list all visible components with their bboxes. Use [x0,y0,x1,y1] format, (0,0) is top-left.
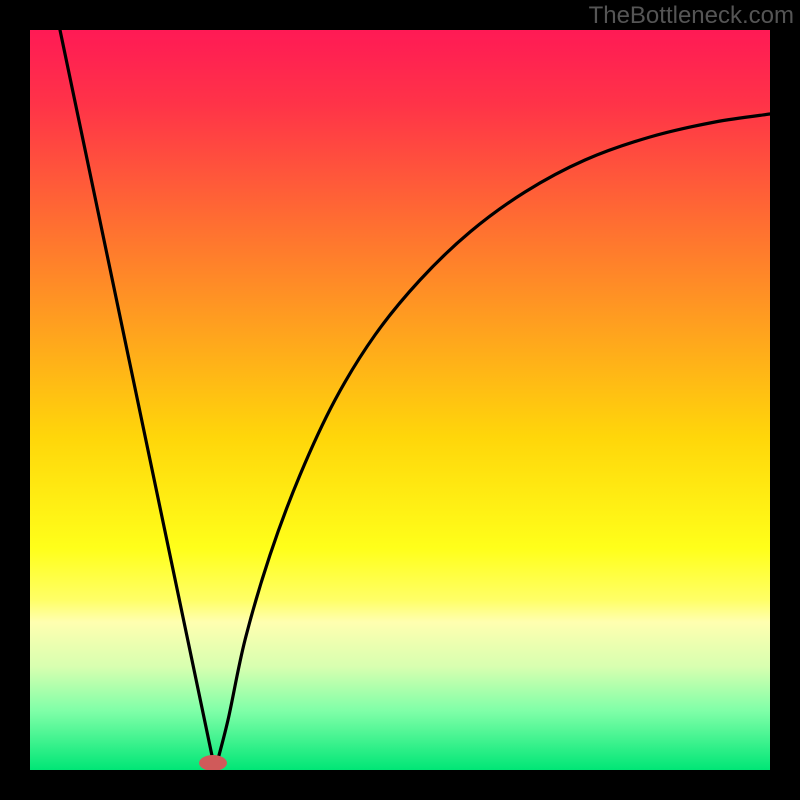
plot-background [30,30,770,770]
optimal-point-marker [199,755,227,771]
bottleneck-curve-chart [0,0,800,800]
chart-stage: TheBottleneck.com [0,0,800,800]
watermark-text: TheBottleneck.com [589,2,794,30]
